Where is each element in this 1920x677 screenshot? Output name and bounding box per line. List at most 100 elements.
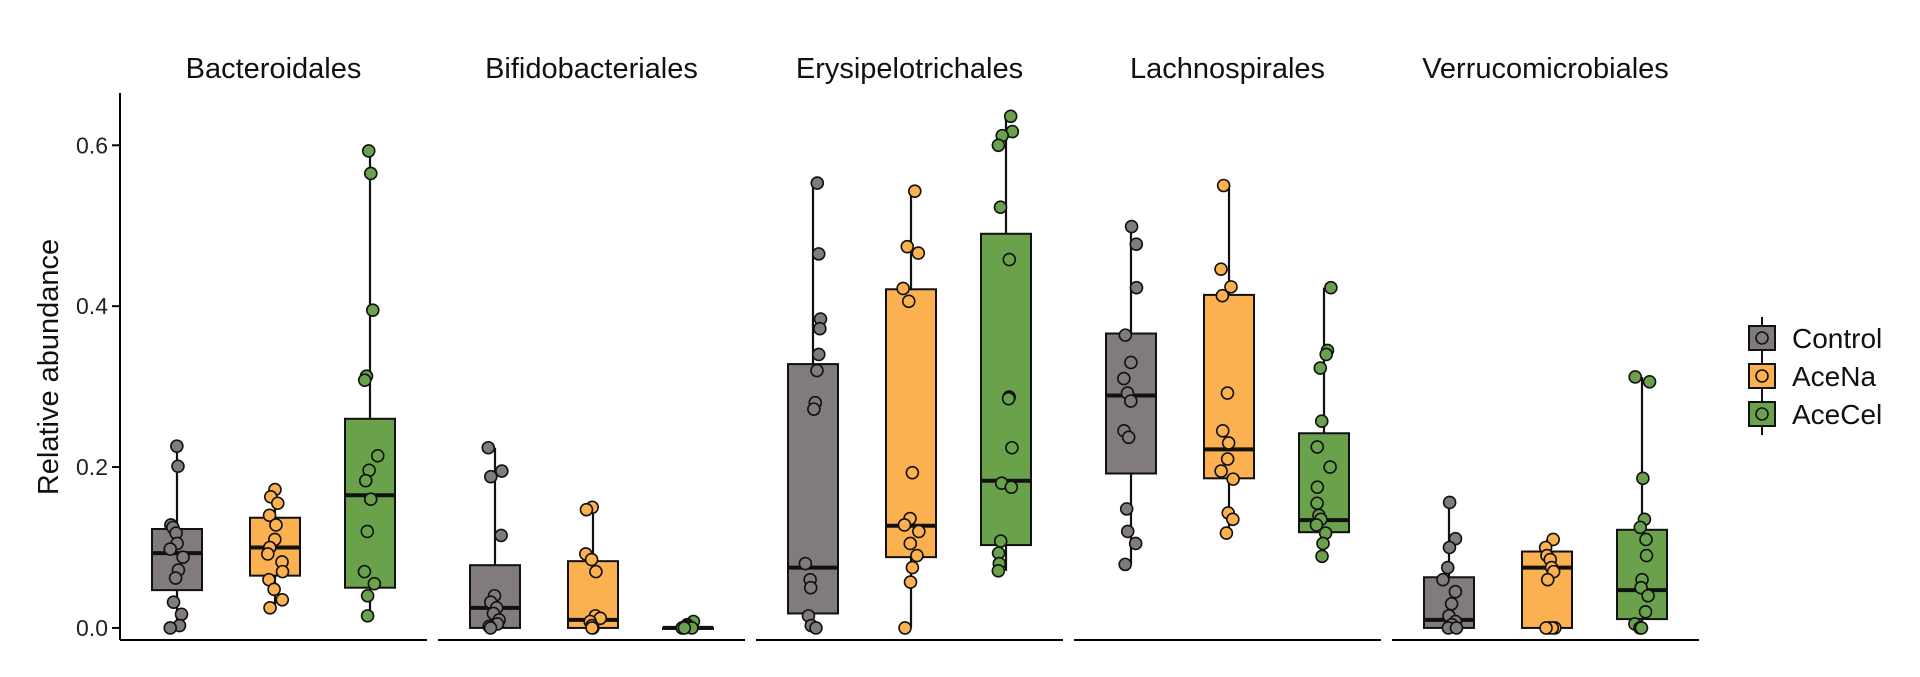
data-point (993, 534, 1008, 548)
data-point (1444, 597, 1459, 611)
data-point (1226, 472, 1240, 486)
facet-title: Verrucomicrobiales (1422, 53, 1669, 85)
data-point (483, 621, 498, 635)
facet-lachnospirales: Lachnospirales (1074, 53, 1381, 641)
box-acecel (1616, 370, 1668, 635)
data-point (1315, 549, 1329, 564)
data-point (991, 564, 1006, 578)
box-control (1423, 495, 1475, 635)
y-tick-label: 0.6 (76, 132, 108, 158)
box-acena (567, 500, 619, 635)
data-point (168, 571, 183, 585)
data-point (494, 528, 508, 543)
data-point (1539, 621, 1553, 635)
data-point (991, 138, 1006, 153)
data-point (1319, 347, 1334, 362)
y-tick-label: 0.0 (76, 615, 108, 641)
data-point (905, 560, 920, 575)
data-point (1226, 512, 1240, 527)
data-point (811, 347, 826, 362)
box-acena (1203, 178, 1255, 540)
data-point (901, 294, 916, 309)
data-point (1448, 584, 1463, 599)
data-point (1221, 436, 1236, 450)
data-point (1449, 621, 1464, 635)
data-point (363, 492, 378, 507)
data-point (993, 200, 1008, 215)
data-point (261, 547, 275, 561)
data-point (263, 601, 277, 615)
data-point (269, 518, 283, 532)
data-point (1003, 109, 1018, 124)
facet-title: Lachnospirales (1130, 53, 1325, 85)
data-point (1633, 520, 1648, 535)
data-point (171, 459, 185, 474)
data-point (1128, 536, 1143, 551)
data-point (910, 548, 924, 563)
legend-label: Control (1792, 323, 1882, 354)
data-point (1121, 430, 1136, 445)
data-point (1118, 328, 1133, 342)
legend-key-point (1755, 407, 1769, 421)
data-point (1642, 374, 1657, 389)
data-point (1215, 424, 1230, 438)
data-point (1124, 355, 1138, 370)
data-point (1316, 536, 1330, 551)
box-acena (885, 184, 937, 635)
data-point (275, 564, 290, 579)
data-point (1216, 178, 1231, 193)
data-point (495, 464, 509, 478)
data-point (357, 564, 372, 579)
data-point (1220, 452, 1235, 466)
data-point (367, 576, 382, 591)
data-point (1005, 440, 1019, 455)
box-control (469, 440, 521, 635)
data-point (896, 281, 910, 296)
data-point (1313, 361, 1328, 375)
y-tick-label: 0.4 (76, 293, 108, 319)
data-point (1214, 464, 1228, 478)
facet-title: Bifidobacteriales (485, 53, 698, 85)
box-acena (249, 482, 301, 615)
data-point (813, 321, 827, 336)
data-point (1309, 518, 1324, 532)
data-point (798, 556, 813, 571)
data-point (275, 592, 290, 607)
data-point (1310, 496, 1324, 511)
data-point (360, 609, 375, 623)
data-point (1442, 495, 1457, 510)
data-point (1219, 526, 1234, 540)
data-point (810, 363, 824, 378)
data-point (1220, 386, 1235, 400)
data-point (166, 595, 181, 609)
facet-verrucomicrobiales: Verrucomicrobiales (1392, 53, 1699, 641)
data-point (1636, 471, 1650, 486)
box-iqr (980, 232, 1032, 547)
data-point (900, 239, 915, 254)
data-point (898, 621, 912, 635)
data-point (1215, 288, 1230, 303)
facets: Bacteroidales Bifidobacteriales Erysipelot… (120, 53, 1699, 641)
data-point (911, 246, 926, 260)
data-point (163, 621, 178, 635)
data-point (810, 176, 825, 190)
data-point (1124, 219, 1139, 234)
data-point (1639, 532, 1653, 547)
box-control (1105, 219, 1157, 572)
data-point (1119, 502, 1134, 516)
box-control (151, 439, 203, 635)
data-point (905, 465, 920, 480)
data-point (1314, 414, 1329, 429)
data-point (365, 303, 380, 317)
legend-label: AceNa (1792, 361, 1876, 392)
data-point (803, 580, 818, 595)
data-point (481, 440, 496, 455)
data-point (1124, 394, 1138, 408)
data-point (1641, 588, 1655, 603)
data-point (484, 469, 498, 484)
facet-bifidobacteriales: Bifidobacteriales (438, 53, 745, 641)
facet-title: Bacteroidales (186, 53, 362, 85)
y-axis: 0.0 0.2 0.4 0.6 (76, 93, 121, 641)
data-point (1310, 480, 1325, 494)
